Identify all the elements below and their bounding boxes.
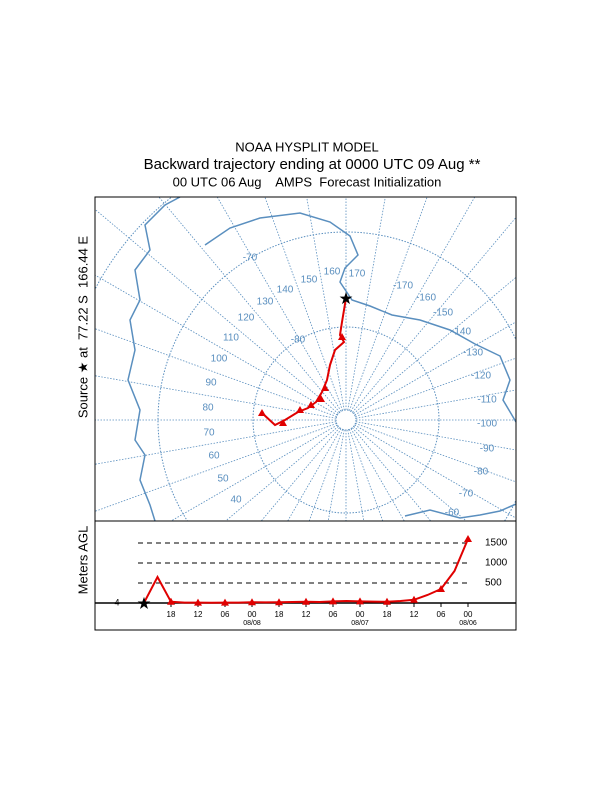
map-label: 120 [238,313,255,324]
height-line [143,538,469,604]
y-axis-label: Meters AGL [75,526,90,595]
map: -70 150 160 170 -170-160 -150 -140 -130 -120 -110… [95,197,516,521]
date-label: 08/07 [351,620,369,627]
source-star [137,596,151,609]
meridian [353,426,467,521]
coastline [204,212,516,423]
x-tick-label: 12 [410,610,419,619]
y-tick-label: 500 [485,578,502,589]
source-label: Source ★ at 77.22 S 166.44 E [75,236,90,419]
map-label: -70 [459,489,474,500]
meridian [349,197,428,411]
height-frame [94,520,517,631]
map-label: -150 [433,308,453,319]
coastline [127,197,181,521]
x-tick-label: 18 [167,610,176,619]
map-label: -140 [451,327,471,338]
x-tick-label: 00 [356,610,365,619]
meridian [347,197,386,411]
meridian [353,276,516,414]
map-label: -80 [474,467,489,478]
meridians [95,197,516,521]
x-tick-label: 00 [464,610,473,619]
map-label: -80 [291,335,306,346]
map-label: 150 [301,275,318,286]
trajectory-markers [258,333,346,426]
x-tick-label: 06 [437,610,446,619]
map-label: -60 [445,508,460,519]
y-tick-label: 1000 [485,558,508,569]
map-label: 50 [217,474,229,485]
height-marker [329,597,337,605]
height-marker [464,535,472,542]
coastline [404,503,516,519]
map-label: 170 [349,269,366,280]
meridian [260,427,340,521]
y-tick-label: 1500 [485,538,508,549]
meridian [95,328,337,417]
map-label: -160 [416,293,436,304]
meridian [355,389,516,419]
height-marker [410,595,418,603]
height-marker [221,598,229,606]
map-label: 130 [257,297,274,308]
meridian [264,197,343,411]
x-tick-label: 12 [194,610,203,619]
map-label: -100 [477,419,497,430]
height-marker [437,585,445,592]
x-tick-label: 18 [275,610,284,619]
meridian [95,375,337,419]
meridian [95,208,339,414]
height-marker [302,597,310,605]
map-label: 140 [277,285,294,296]
map-label: 40 [230,495,242,506]
map-label: 60 [208,451,220,462]
height-marker [356,597,364,605]
map-label: -130 [463,348,483,359]
title: NOAA HYSPLIT MODEL [235,139,379,154]
meridian [95,421,337,465]
map-label: 160 [324,267,341,278]
x-tick-label: 00 [248,610,257,619]
height-marker [275,598,283,606]
map-label: 90 [205,378,217,389]
x-tick-label: 06 [329,610,338,619]
map-label: 80 [202,403,214,414]
x-tick-label: 18 [383,610,392,619]
graticule [95,197,516,521]
date-label: 08/08 [243,620,261,627]
date-label: 08/06 [459,620,477,627]
height-marker [248,598,256,606]
meridian [355,421,516,451]
meridian [95,423,337,512]
height-marker [194,598,202,606]
x-tick-label: 12 [302,610,311,619]
info: 00 UTC 06 Aug AMPS Forecast Initializati… [173,174,442,189]
map-label: -70 [243,253,258,264]
map-label: -90 [480,444,495,455]
map-label: 70 [203,428,215,439]
subtitle: Backward trajectory ending at 0000 UTC 0… [144,156,481,173]
map-label: -120 [471,371,491,382]
map-label: -170 [393,281,413,292]
source-star [339,292,353,305]
map-label: -110 [477,395,497,406]
meridian [170,424,338,521]
x-tick-label: 06 [221,610,230,619]
meridian [354,321,516,416]
height-marker [383,597,391,605]
source-height: 4 [114,597,119,607]
trajectory [261,297,347,427]
map-label: 110 [223,333,239,344]
height-marker [167,597,175,605]
map-label: 100 [211,354,228,365]
map-frame [94,196,517,522]
